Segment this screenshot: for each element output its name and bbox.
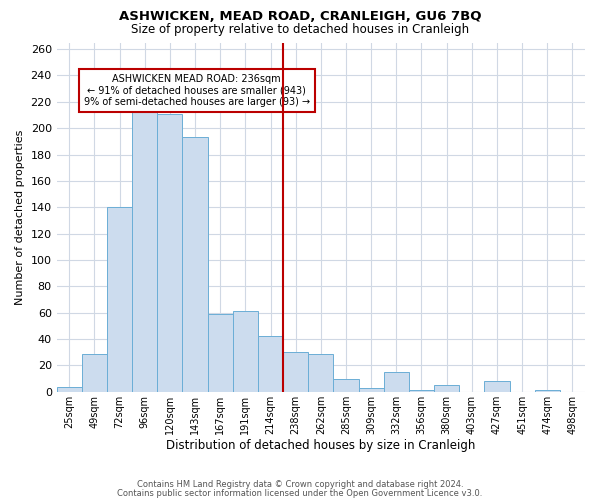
Bar <box>409 390 434 392</box>
Bar <box>334 378 359 392</box>
Text: Size of property relative to detached houses in Cranleigh: Size of property relative to detached ho… <box>131 22 469 36</box>
Bar <box>434 385 459 392</box>
Bar <box>107 208 132 392</box>
Bar <box>484 381 509 392</box>
Bar <box>182 138 208 392</box>
Bar <box>308 354 334 392</box>
Text: Contains HM Land Registry data © Crown copyright and database right 2024.: Contains HM Land Registry data © Crown c… <box>137 480 463 489</box>
Text: Contains public sector information licensed under the Open Government Licence v3: Contains public sector information licen… <box>118 488 482 498</box>
Bar <box>208 314 233 392</box>
Bar <box>384 372 409 392</box>
Bar <box>258 336 283 392</box>
Bar <box>535 390 560 392</box>
Bar <box>359 388 384 392</box>
X-axis label: Distribution of detached houses by size in Cranleigh: Distribution of detached houses by size … <box>166 440 476 452</box>
Text: ASHWICKEN, MEAD ROAD, CRANLEIGH, GU6 7BQ: ASHWICKEN, MEAD ROAD, CRANLEIGH, GU6 7BQ <box>119 10 481 23</box>
Text: ASHWICKEN MEAD ROAD: 236sqm
← 91% of detached houses are smaller (943)
9% of sem: ASHWICKEN MEAD ROAD: 236sqm ← 91% of det… <box>83 74 310 107</box>
Bar <box>283 352 308 392</box>
Bar <box>157 114 182 392</box>
Bar <box>82 354 107 392</box>
Bar <box>233 312 258 392</box>
Bar <box>132 108 157 392</box>
Y-axis label: Number of detached properties: Number of detached properties <box>15 130 25 305</box>
Bar <box>56 386 82 392</box>
